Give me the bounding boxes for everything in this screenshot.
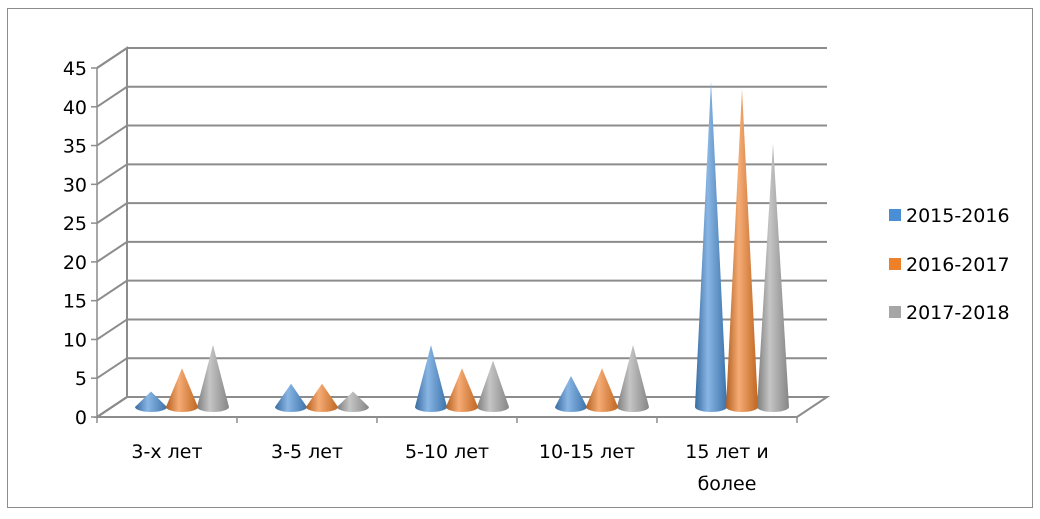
x-tick-label: 3-х лет xyxy=(131,441,202,463)
legend-label-0: 2015-2016 xyxy=(906,205,1010,227)
chart-border xyxy=(7,8,1033,508)
gridline xyxy=(96,202,827,224)
x-tick-label: 5-10 лет xyxy=(405,441,489,463)
cone-2-0 xyxy=(197,344,229,412)
legend-swatch-2 xyxy=(889,306,901,318)
x-tick-label: 15 лет и более xyxy=(685,441,769,495)
cone-1-0 xyxy=(166,368,198,412)
y-tick-label: 0 xyxy=(75,407,87,429)
y-tick-label: 40 xyxy=(63,97,87,119)
cone-0-1 xyxy=(275,383,307,412)
cone-2-1 xyxy=(337,391,369,412)
cone-series xyxy=(135,81,789,413)
cone-2-2 xyxy=(477,360,509,412)
cone-1-2 xyxy=(446,368,478,412)
cone-1-1 xyxy=(306,383,338,412)
gridline xyxy=(96,124,827,147)
gridline xyxy=(96,279,827,302)
legend-label-1: 2016-2017 xyxy=(906,254,1010,276)
gridline xyxy=(96,240,827,263)
y-axis: 0 5 10 15 20 25 30 35 40 45 xyxy=(63,58,98,429)
cone-2-3 xyxy=(617,344,649,412)
gridline xyxy=(96,357,827,380)
y-tick-label: 5 xyxy=(75,368,87,390)
y-tick-label: 35 xyxy=(63,136,87,158)
gridline xyxy=(96,163,827,186)
legend-swatch-1 xyxy=(889,258,901,270)
cone-1-3 xyxy=(586,368,618,412)
gridlines xyxy=(96,47,827,418)
x-tick-label: 3-5 лет xyxy=(271,441,343,463)
y-tick-label: 10 xyxy=(63,329,87,351)
y-tick-label: 25 xyxy=(63,213,87,235)
x-tick-label: 10-15 лет xyxy=(539,441,635,463)
gridline xyxy=(96,318,827,341)
cone-0-3 xyxy=(555,375,587,412)
y-tick-label: 20 xyxy=(63,252,87,274)
y-tick-label: 45 xyxy=(63,58,87,80)
gridline xyxy=(96,85,827,108)
cone-0-4 xyxy=(695,81,727,413)
legend-swatch-0 xyxy=(889,209,901,221)
cone-1-4 xyxy=(726,89,758,413)
gridline xyxy=(96,47,827,69)
cone-0-0 xyxy=(135,391,167,412)
cone-0-2 xyxy=(415,344,447,412)
y-tick-label: 30 xyxy=(63,174,87,196)
legend-label-2: 2017-2018 xyxy=(906,302,1010,324)
y-tick-label: 15 xyxy=(63,291,87,313)
legend: 2015-2016 2016-2017 2017-2018 xyxy=(889,205,1010,324)
cone-2-4 xyxy=(757,143,789,413)
